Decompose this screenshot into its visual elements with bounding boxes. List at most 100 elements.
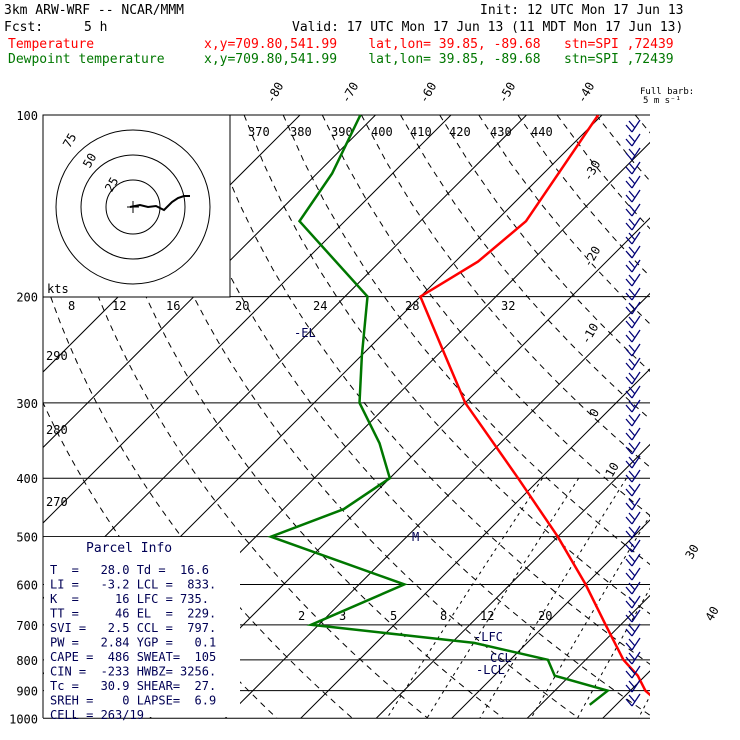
theta-label: 390 [331, 125, 353, 139]
temperature-info: x,y=709.80,541.99 lat,lon= 39.85, -89.68… [204, 37, 674, 52]
wind-barb [625, 161, 641, 175]
wind-barb [625, 357, 641, 371]
wind-barb [625, 315, 641, 329]
wind-barb [625, 525, 641, 539]
wind-barb [625, 329, 641, 343]
mixing-ratio-label: 3 [339, 609, 346, 623]
dry-adiabat [204, 115, 650, 665]
mixing-ratio-label: 20 [538, 609, 552, 623]
isotherm-label: 0 [586, 406, 602, 419]
el-marker: -EL [294, 326, 316, 340]
isotherm [149, 217, 650, 718]
model-title: 3km ARW-WRF -- NCAR/MMM [4, 3, 184, 18]
isotherm-label: 40 [702, 604, 721, 624]
parcel-panel-bg [44, 537, 240, 717]
parcel-title: Parcel Info [86, 541, 172, 556]
wind-barb [625, 427, 641, 441]
wind-barb [625, 693, 641, 707]
isotherm-label: 30 [682, 542, 701, 562]
isotherm [43, 115, 452, 524]
wind-barb [625, 413, 641, 427]
dry-adiabat [713, 115, 740, 718]
hodograph-ring-label: 50 [80, 151, 99, 171]
parcel-row: CELL = 263/19 [50, 708, 144, 722]
isotherm [43, 115, 376, 449]
wind-barb [625, 567, 641, 581]
temperature-legend: Temperature [8, 37, 94, 52]
wind-barb [625, 679, 641, 693]
wind-barb [625, 539, 641, 553]
wind-barb [625, 343, 641, 357]
mixing-ratio-line [637, 694, 650, 718]
parcel-row: SVI = 2.5 CCL = 797. [50, 621, 216, 635]
wind-barb [625, 259, 641, 273]
isotherm [602, 670, 650, 718]
profiles [267, 115, 650, 706]
isotherm-label: -10 [578, 321, 601, 347]
legend-marker: M [412, 530, 419, 544]
dewpoint-info: x,y=709.80,541.99 lat,lon= 39.85, -89.68… [204, 52, 674, 67]
dry-adiabat [674, 115, 740, 718]
hodograph-ring-label: 75 [60, 131, 79, 151]
wind-barb [625, 385, 641, 399]
barb-legend-line1: Full barb: [640, 87, 694, 97]
dewpoint-legend: Dewpoint temperature [8, 52, 165, 67]
isotherm-label: -50 [495, 80, 518, 106]
parcel-row: SREH = 0 LAPSE= 6.9 [50, 694, 216, 708]
dry-adiabat [400, 115, 650, 420]
isotherm-label: -40 [574, 80, 597, 106]
wind-barb [625, 301, 641, 315]
dry-adiabat [634, 115, 650, 134]
isotherm-label: -70 [338, 80, 361, 106]
parcel-row: CAPE = 486 SWEAT= 105 [50, 650, 216, 664]
wind-barb [625, 609, 641, 623]
isotherm-label: -60 [416, 80, 439, 106]
isotherm [43, 115, 527, 600]
wind-barb [625, 483, 641, 497]
wind-barb [625, 203, 641, 217]
wind-barb [625, 371, 641, 385]
mixing-ratio-label: 20 [235, 299, 249, 313]
wind-barb [625, 441, 641, 455]
theta-label: 290 [46, 349, 68, 363]
wind-barb [625, 497, 641, 511]
mixing-ratio-label: 28 [405, 299, 419, 313]
parcel-row: Tc = 30.9 SHEAR= 27. [50, 679, 216, 693]
isotherm [375, 443, 650, 718]
mixing-ratio-label: 5 [390, 609, 397, 623]
mixing-ratio-label: 16 [166, 299, 180, 313]
mixing-ratio-line [386, 477, 543, 718]
pressure-label: 500 [16, 531, 38, 545]
hodograph-trace [129, 195, 190, 212]
wind-barb [625, 231, 641, 245]
theta-label: 410 [410, 125, 432, 139]
parcel-row: PW = 2.84 YGP = 0.1 [50, 636, 216, 650]
mixing-ratio-label: 24 [313, 299, 327, 313]
forecast-hour: 5 h [84, 20, 107, 35]
hodograph-ring [55, 129, 211, 285]
dry-adiabat [87, 115, 504, 718]
parcel-rows: T = 28.0 Td = 16.6LI = -3.2 LCL = 833.K … [50, 563, 216, 722]
wind-barb [625, 245, 641, 259]
pressure-label: 400 [16, 472, 38, 486]
mixing-ratio-label: 32 [501, 299, 515, 313]
pressure-label: 100 [16, 109, 38, 123]
wind-barb [625, 273, 641, 287]
wind-barb [625, 637, 641, 651]
dry-adiabat [360, 115, 650, 468]
isotherm [526, 594, 650, 718]
wind-barbs [625, 119, 641, 707]
theta-label: 270 [46, 495, 68, 509]
wind-barb [625, 665, 641, 679]
pressure-label: 600 [16, 578, 38, 592]
init-time: Init: 12 UTC Mon 17 Jun 13 [480, 3, 684, 18]
wind-barb [625, 147, 641, 161]
forecast-label: Fcst: [4, 20, 43, 35]
wind-barb [625, 189, 641, 203]
wind-barb [625, 553, 641, 567]
dry-adiabat [556, 115, 650, 230]
dewpoint-profile [267, 115, 611, 706]
pressure-label: 800 [16, 654, 38, 668]
mixing-ratio-line [426, 477, 580, 718]
